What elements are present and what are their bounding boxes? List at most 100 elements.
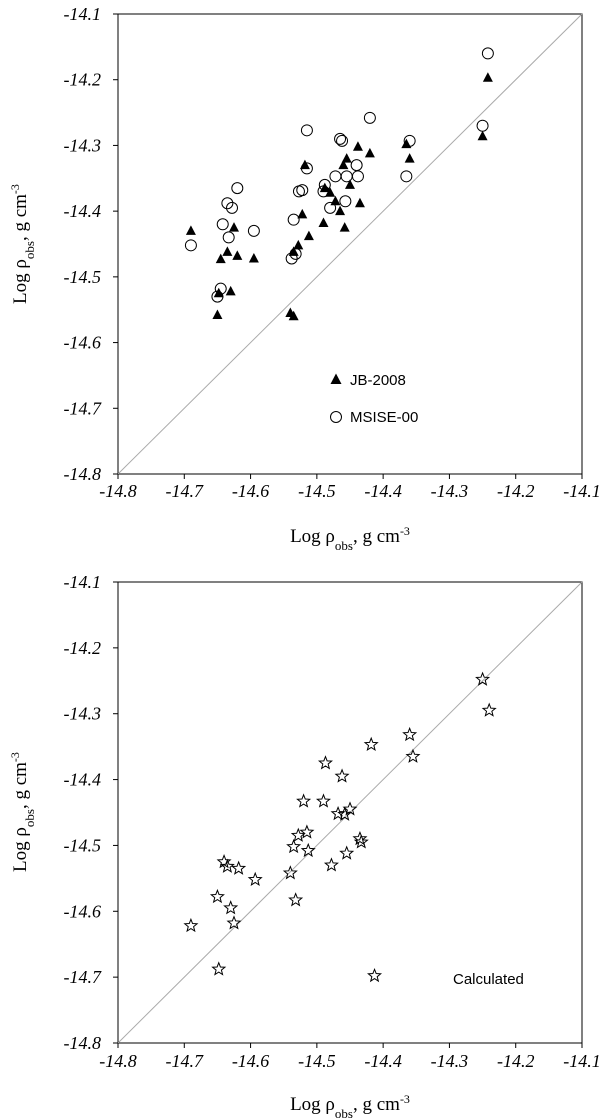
point-jb2008: [288, 246, 299, 256]
x-tick-label: -14.5: [298, 1051, 336, 1071]
x-tick-label: -14.8: [99, 481, 137, 501]
point-calculated: [481, 702, 497, 717]
point-jb2008: [288, 310, 299, 321]
point-jb2008: [222, 246, 233, 256]
x-tick-label: -14.2: [497, 1051, 535, 1071]
point-jb2008: [345, 179, 355, 189]
point-jb2008: [248, 252, 259, 263]
y-tick-label: -14.6: [64, 901, 102, 921]
point-jb2008: [212, 309, 223, 319]
point-jb2008: [364, 147, 375, 158]
y-tick-label: -14.3: [64, 135, 102, 155]
point-jb2008: [185, 225, 196, 235]
point-jb2008: [477, 130, 488, 141]
point-msise00: [336, 134, 349, 147]
point-calculated: [402, 726, 418, 742]
point-calculated: [211, 961, 227, 976]
point-jb2008: [482, 72, 493, 82]
legend-marker-msise00: [330, 411, 342, 423]
point-msise00: [329, 170, 342, 183]
point-jb2008: [318, 217, 329, 227]
point-calculated: [317, 755, 333, 770]
point-calculated: [315, 793, 331, 808]
point-msise00: [340, 170, 353, 183]
point-jb2008: [341, 153, 352, 163]
point-jb2008: [215, 253, 226, 264]
point-msise00: [289, 247, 302, 260]
point-msise00: [300, 162, 313, 175]
x-tick-label: -14.4: [364, 1051, 402, 1071]
plot-frame: [117, 13, 583, 475]
point-jb2008: [232, 250, 243, 260]
y-axis-title: Log ρobs, g cm-3: [8, 184, 37, 304]
point-msise00: [287, 213, 300, 226]
annotation-calculated: Calculated: [453, 971, 524, 988]
bottom-chart: -14.8 -14.7 -14.6 -14.5 -14.4 -14.3 -14.2 -14.1…: [8, 572, 600, 1120]
y-tick-label: -14.7: [64, 967, 102, 987]
point-calculated: [282, 865, 298, 880]
point-calculated: [286, 838, 302, 854]
y-tick-label: -14.7: [64, 398, 102, 418]
y-axis-title: Log ρobs, g cm-3: [8, 752, 37, 872]
point-jb2008: [299, 159, 310, 170]
point-calculated: [299, 824, 315, 839]
y-tick-label: -14.5: [64, 835, 102, 855]
point-calculated: [405, 748, 421, 763]
point-jb2008: [354, 197, 365, 208]
point-jb2008: [225, 285, 236, 296]
y-tick-label: -14.2: [64, 70, 102, 90]
point-calculated: [247, 871, 263, 887]
point-msise00: [318, 178, 331, 191]
point-msise00: [400, 170, 413, 183]
y-tick-label: -14.6: [64, 333, 102, 353]
point-jb2008: [401, 138, 412, 149]
point-calculated: [352, 830, 368, 846]
legend-label-msise00: MSISE-00: [350, 409, 418, 426]
point-jb2008: [404, 153, 415, 163]
x-tick-label: -14.4: [364, 481, 402, 501]
point-jb2008: [293, 239, 304, 250]
point-msise00: [296, 184, 309, 197]
x-tick-label: -14.3: [431, 1051, 469, 1071]
point-calculated: [290, 827, 306, 842]
identity-line: [117, 13, 583, 475]
point-msise00: [317, 185, 330, 198]
point-msise00: [363, 111, 376, 124]
point-msise00: [476, 119, 489, 132]
point-calculated: [363, 736, 379, 752]
point-msise00: [214, 282, 227, 295]
point-calculated: [223, 900, 239, 915]
point-msise00: [285, 252, 298, 265]
plot-frame: [117, 581, 583, 1044]
y-tick-label: -14.1: [64, 4, 102, 24]
legend-marker-jb2008: [330, 373, 342, 384]
point-msise00: [300, 124, 313, 137]
point-calculated: [339, 845, 355, 860]
point-calculated: [330, 805, 346, 821]
y-tick-label: -14.4: [64, 770, 102, 790]
point-msise00: [339, 195, 352, 208]
point-calculated: [226, 915, 242, 930]
point-msise00: [334, 132, 347, 145]
x-tick-label: -14.3: [431, 481, 469, 501]
point-msise00: [211, 290, 224, 303]
point-jb2008: [352, 141, 363, 151]
point-calculated: [296, 793, 312, 808]
point-calculated: [342, 801, 358, 816]
point-msise00: [231, 182, 244, 195]
point-msise00: [350, 159, 363, 172]
y-tick-label: -14.8: [64, 1033, 102, 1053]
point-msise00: [324, 201, 337, 214]
point-calculated: [334, 768, 350, 783]
point-jb2008: [330, 195, 341, 206]
point-msise00: [403, 134, 416, 147]
x-tick-label: -14.7: [166, 481, 204, 501]
x-axis-title: Log ρobs, g cm-3: [290, 1092, 410, 1120]
point-msise00: [222, 231, 235, 244]
x-tick-label: -14.1: [563, 1051, 600, 1071]
point-calculated: [219, 858, 235, 873]
x-tick-label: -14.1: [563, 481, 600, 501]
y-tick-label: -14.1: [64, 572, 102, 592]
x-axis-title: Log ρobs, g cm-3: [290, 524, 410, 553]
point-calculated: [288, 892, 304, 907]
